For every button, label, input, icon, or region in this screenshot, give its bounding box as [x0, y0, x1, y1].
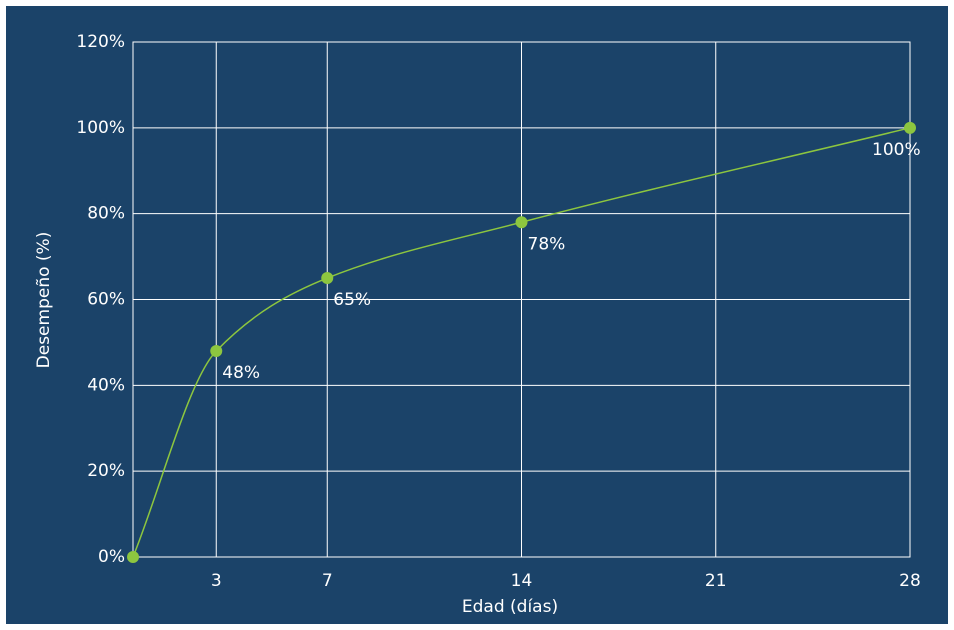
- point: [904, 121, 916, 134]
- x-tick-label: 3: [211, 571, 222, 591]
- data-label: 78%: [528, 234, 566, 254]
- data-label: 100%: [872, 140, 921, 160]
- background: [6, 6, 948, 624]
- y-tick-label: 40%: [87, 375, 125, 395]
- y-tick-label: 80%: [87, 204, 125, 224]
- y-tick-label: 100%: [76, 118, 125, 138]
- x-tick-label: 21: [705, 571, 727, 591]
- y-tick-label: 0%: [98, 547, 125, 567]
- data-label: 48%: [222, 363, 260, 383]
- y-tick-label: 20%: [87, 461, 125, 481]
- line: [132, 127, 911, 558]
- point: [321, 272, 334, 285]
- data-label: 65%: [333, 290, 371, 310]
- y-axis-label: Desempeño (%): [34, 232, 54, 369]
- y-tick-label: 60%: [87, 290, 125, 310]
- point: [127, 551, 139, 563]
- y-tick-label: 120%: [76, 32, 125, 52]
- point: [210, 345, 223, 357]
- x-tick-label: 28: [899, 571, 921, 591]
- point: [515, 216, 528, 229]
- x-axis-label: Edad (días): [462, 597, 558, 617]
- x-tick-label: 14: [511, 571, 533, 591]
- x-tick-label: 7: [322, 571, 333, 591]
